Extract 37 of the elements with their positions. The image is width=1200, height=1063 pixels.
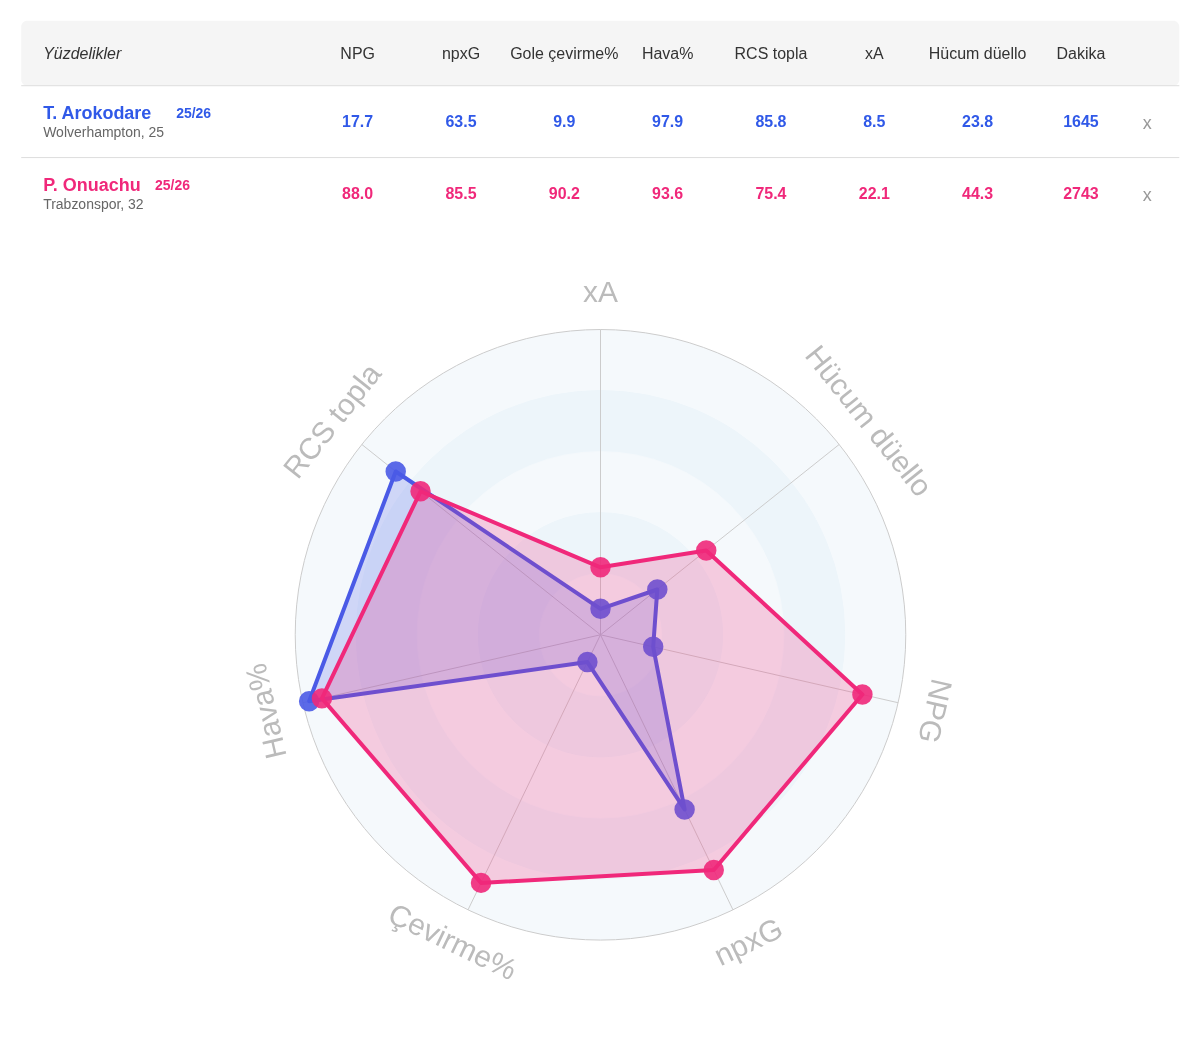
category-label: npxG (441, 44, 481, 62)
text: 25/26 (154, 176, 191, 193)
spoke-label: xA (583, 274, 618, 308)
data-label: 75.4 (755, 184, 787, 202)
data-label: 93.6 (652, 184, 684, 202)
data-label: 22.1 (858, 184, 890, 202)
data-label: 44.3 (962, 184, 994, 202)
spoke-label: NPG (912, 675, 959, 747)
text: Trabzonspor, 32 (43, 195, 144, 212)
data-label: 97.9 (652, 112, 684, 130)
category-label: xA (864, 44, 884, 62)
data-label: 63.5 (445, 112, 477, 130)
data-label: 23.8 (962, 112, 994, 130)
data-label: 17.7 (342, 112, 374, 130)
category-label: NPG (340, 44, 375, 62)
data-label: 85.8 (755, 112, 787, 130)
category-label: Hücum düello (928, 44, 1027, 62)
data-label: 8.5 (863, 112, 886, 130)
data-label: 88.0 (342, 184, 374, 202)
legend-label: P. Onuachu (43, 174, 141, 195)
spoke-label: Hava% (238, 660, 293, 762)
text: Yüzdelikler (43, 44, 122, 62)
data-label: 9.9 (553, 112, 576, 130)
category-label: RCS topla (734, 44, 808, 62)
text: 25/26 (176, 104, 212, 121)
category-label: Hava% (641, 44, 694, 62)
category-label: Dakika (1056, 44, 1106, 62)
data-label: 85.5 (445, 184, 477, 202)
data-label: 90.2 (548, 184, 580, 202)
text: Wolverhampton, 25 (43, 123, 165, 140)
category-label: Gole çevirme% (510, 44, 619, 62)
data-label: 2743 (1063, 184, 1099, 202)
data-label: 1645 (1063, 112, 1099, 130)
spoke-label: npxG (708, 911, 788, 972)
text: x (1142, 112, 1152, 133)
text: x (1142, 184, 1152, 205)
legend-label: T. Arokodare (43, 102, 152, 123)
